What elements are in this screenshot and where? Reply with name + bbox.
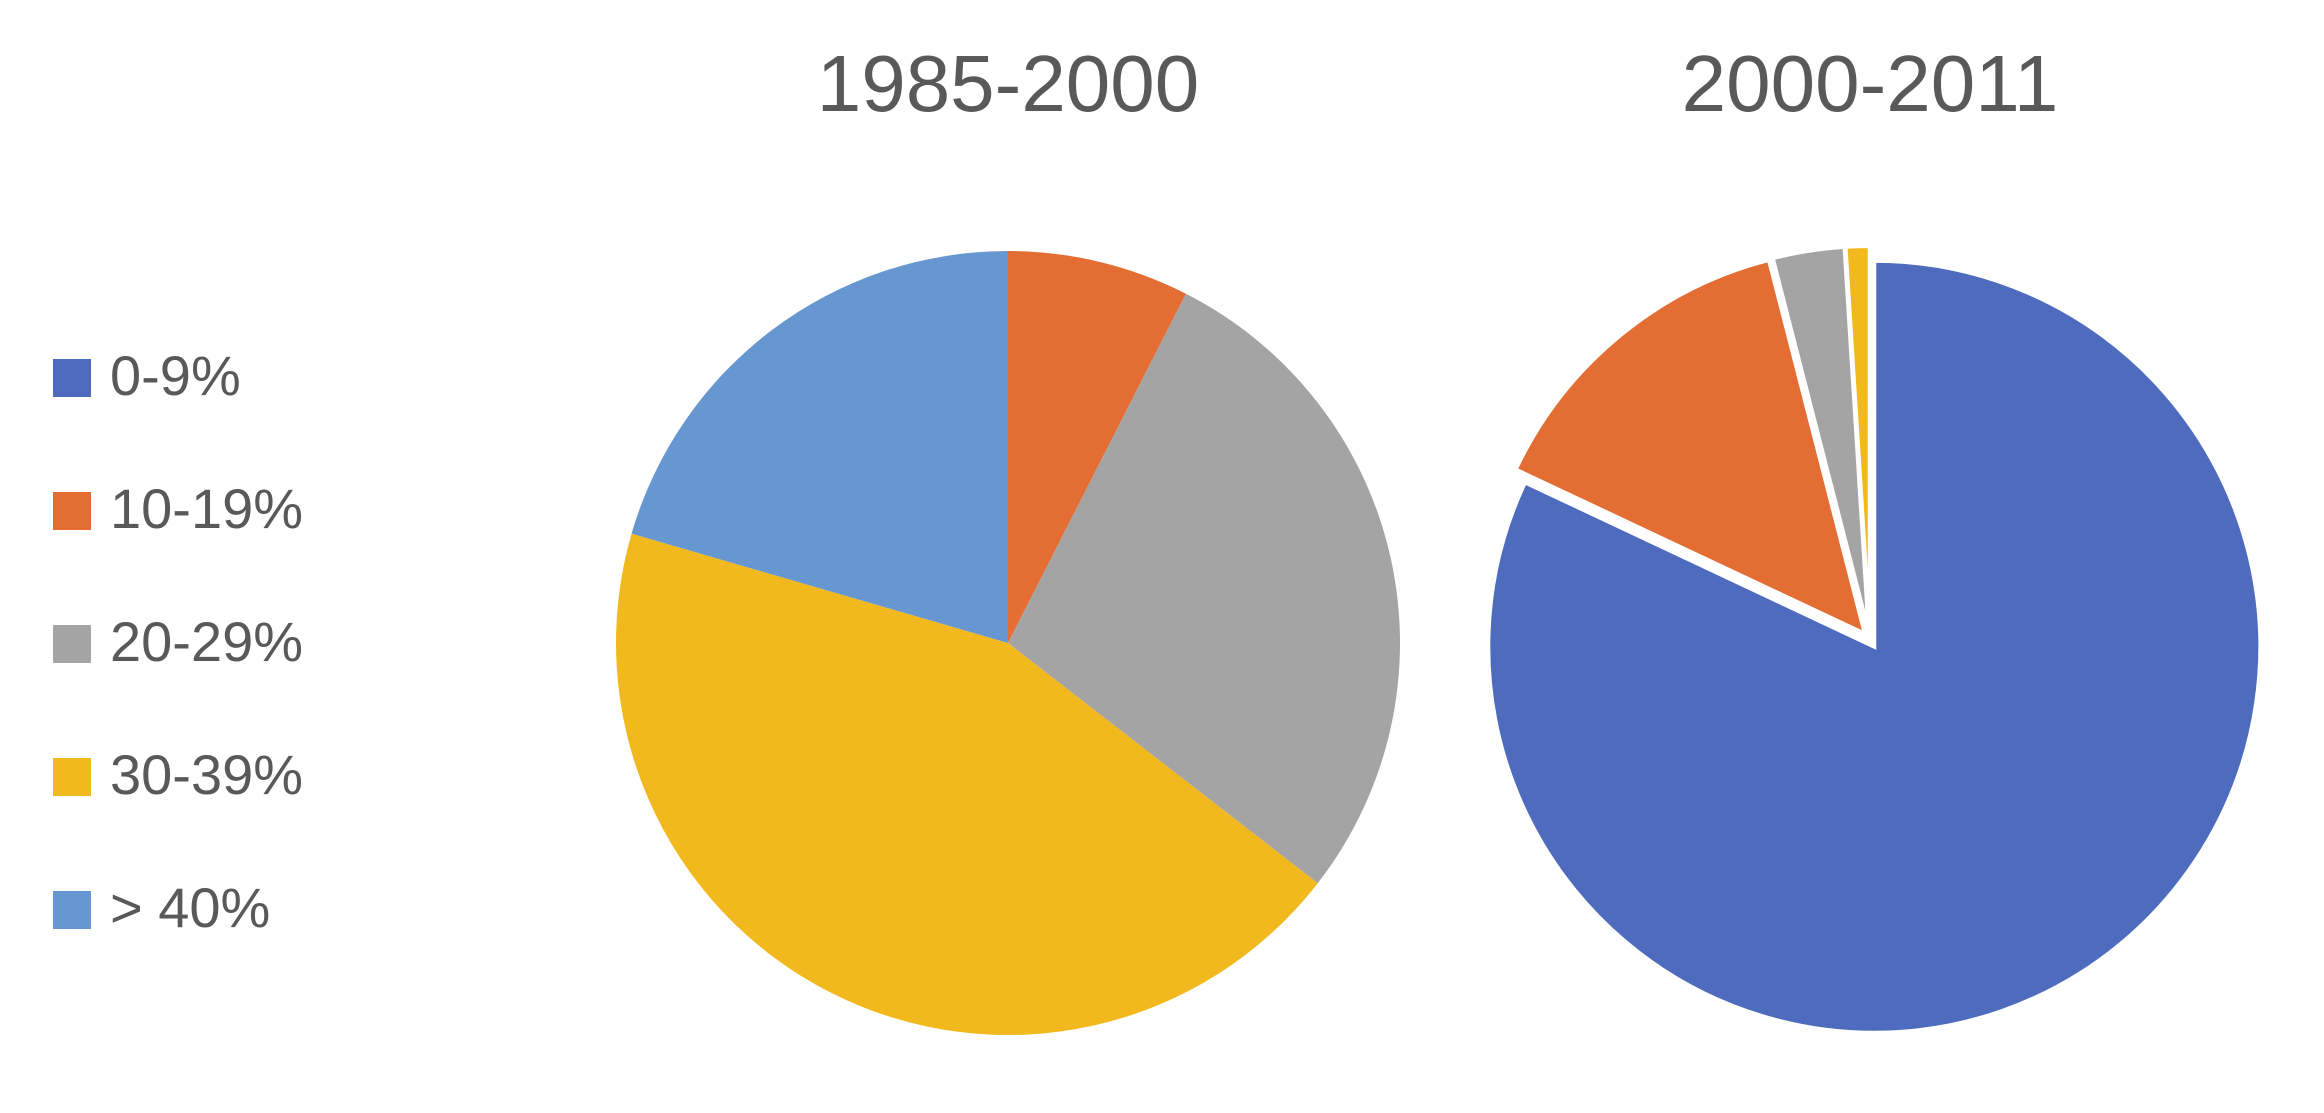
legend-label: 0-9% xyxy=(110,344,241,407)
chart-title: 2000-2011 xyxy=(1682,39,2059,128)
pie-slice xyxy=(1008,293,1400,884)
legend-swatch xyxy=(53,359,91,397)
pie-slice xyxy=(1486,258,2263,1035)
legend-swatch xyxy=(53,758,91,796)
pie-slice xyxy=(631,251,1008,643)
legend-swatch xyxy=(53,492,91,530)
legend-label: 20-29% xyxy=(110,610,303,673)
legend-label: > 40% xyxy=(110,876,270,939)
pie-slice xyxy=(1512,257,1868,638)
legend-label: 10-19% xyxy=(110,477,303,540)
legend-swatch xyxy=(53,891,91,929)
pie-slice xyxy=(616,533,1318,1035)
legend-swatch xyxy=(53,625,91,663)
pie-slice xyxy=(1008,251,1186,643)
chart-title: 1985-2000 xyxy=(817,39,1200,128)
legend-label: 30-39% xyxy=(110,743,303,806)
